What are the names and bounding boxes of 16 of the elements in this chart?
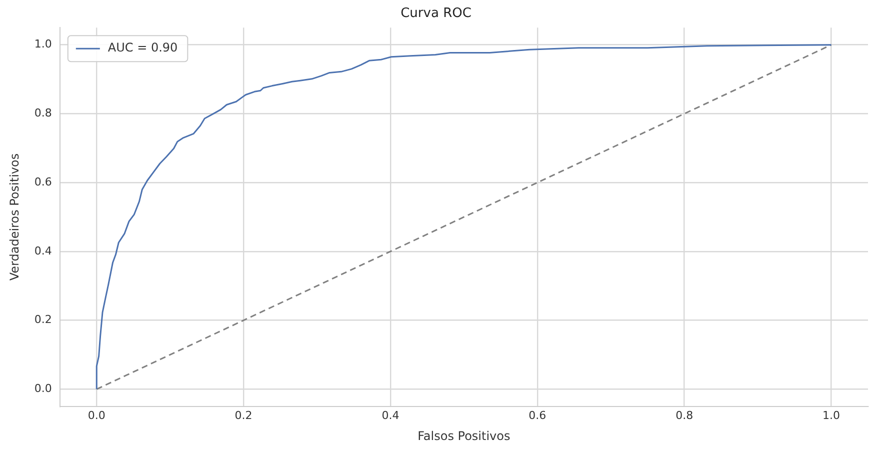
y-axis-title: Verdadeiros Positivos — [7, 153, 22, 281]
y-tick-label: 0.8 — [34, 106, 52, 120]
y-tick-label: 1.0 — [34, 38, 52, 51]
x-tick-label: 0.6 — [528, 408, 546, 422]
x-tick-label: 0.8 — [676, 408, 694, 422]
chart-title: Curva ROC — [400, 6, 472, 22]
y-tick-label: 0.6 — [34, 175, 52, 188]
x-tick-label: 0.4 — [382, 408, 400, 422]
x-tick-label: 0.0 — [88, 408, 106, 422]
y-tick-label: 0.2 — [34, 313, 52, 326]
y-tick-label: 0.0 — [34, 382, 52, 396]
legend-label: AUC = 0.90 — [108, 40, 178, 55]
x-tick-label: 0.2 — [234, 408, 252, 422]
y-tick-label: 0.4 — [34, 244, 52, 258]
x-tick-label: 1.0 — [822, 408, 840, 422]
x-axis-title: Falsos Positivos — [418, 428, 510, 443]
